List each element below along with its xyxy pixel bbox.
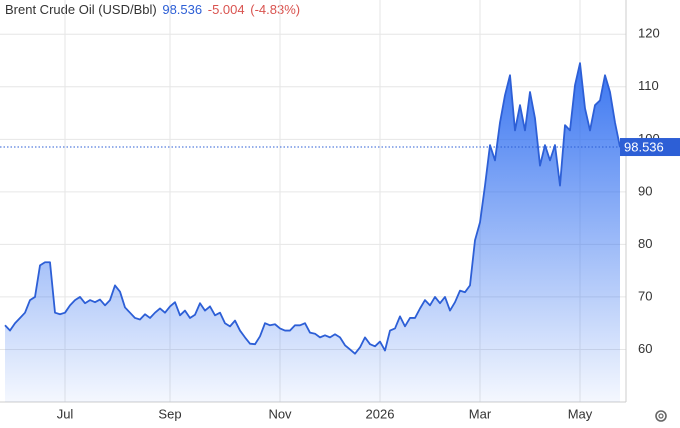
area-fill bbox=[5, 63, 620, 402]
chart-title: Brent Crude Oil (USD/Bbl) bbox=[5, 2, 157, 17]
last-price-badge bbox=[620, 138, 680, 157]
y-tick-label: 120 bbox=[638, 26, 660, 41]
y-tick-label: 110 bbox=[638, 78, 659, 93]
price-line bbox=[4, 62, 621, 355]
gear[interactable] bbox=[655, 410, 667, 422]
x-tick-label: Nov bbox=[268, 406, 292, 421]
y-tick-label: 70 bbox=[638, 288, 652, 303]
y-tick-label: 60 bbox=[638, 341, 652, 356]
x-tick-label: Sep bbox=[158, 406, 181, 421]
x-tick-label: Mar bbox=[469, 406, 492, 421]
x-tick-label: 2026 bbox=[366, 406, 395, 421]
change-pct: (-4.83%) bbox=[250, 2, 300, 17]
settings-icon[interactable] bbox=[655, 410, 667, 422]
gear-hub[interactable] bbox=[658, 413, 664, 419]
header: Brent Crude Oil (USD/Bbl) 98.536 -5.004 … bbox=[5, 2, 300, 17]
y-tick-label: 90 bbox=[638, 183, 652, 198]
change: -5.004 bbox=[208, 2, 245, 17]
last-price-label: 98.536 bbox=[624, 139, 664, 154]
y-tick-label: 80 bbox=[638, 236, 652, 251]
x-tick-label: May bbox=[568, 406, 593, 421]
last-price: 98.536 bbox=[162, 2, 202, 17]
x-tick-label: Jul bbox=[57, 406, 74, 421]
